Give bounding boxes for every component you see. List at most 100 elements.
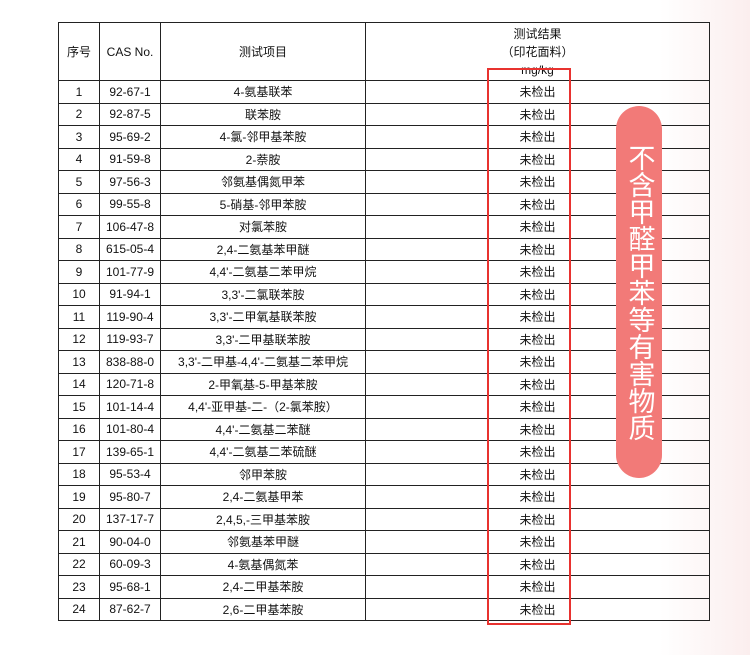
row-no: 5: [58, 170, 100, 194]
row-item: 5-硝基-邻甲苯胺: [160, 192, 366, 216]
row-cas: 838-88-0: [99, 350, 161, 374]
row-no: 10: [58, 282, 100, 306]
table-row: 14 120-71-8 2-甲氧基-5-甲基苯胺 未检出: [58, 372, 710, 396]
row-no: 2: [58, 102, 100, 126]
table-row: 15 101-14-4 4,4'-亚甲基-二-（2-氯苯胺） 未检出: [58, 395, 710, 419]
row-cas: 139-65-1: [99, 440, 161, 464]
table-row: 24 87-62-7 2,6-二甲基苯胺 未检出: [58, 597, 710, 621]
row-result: 未检出: [365, 597, 710, 621]
table-row: 12 119-93-7 3,3'-二甲基联苯胺 未检出: [58, 327, 710, 351]
row-item: 4-氨基联苯: [160, 80, 366, 104]
row-item: 4,4'-二氨基二苯醚: [160, 417, 366, 441]
row-item: 4-氨基偶氮苯: [160, 552, 366, 576]
row-item: 邻氨基偶氮甲苯: [160, 170, 366, 194]
row-no: 4: [58, 147, 100, 171]
row-item: 3,3'-二氯联苯胺: [160, 282, 366, 306]
row-item: 邻甲苯胺: [160, 462, 366, 486]
row-no: 7: [58, 215, 100, 239]
row-item: 4,4'-二氨基二苯硫醚: [160, 440, 366, 464]
row-no: 14: [58, 372, 100, 396]
row-cas: 95-68-1: [99, 575, 161, 599]
row-cas: 90-04-0: [99, 530, 161, 554]
table-row: 11 119-90-4 3,3'-二甲氧基联苯胺 未检出: [58, 305, 710, 329]
row-item: 邻氨基苯甲醚: [160, 530, 366, 554]
table-row: 3 95-69-2 4-氯-邻甲基苯胺 未检出: [58, 125, 710, 149]
row-item: 2,4-二氨基苯甲醚: [160, 237, 366, 261]
row-item: 对氯苯胺: [160, 215, 366, 239]
row-no: 1: [58, 80, 100, 104]
row-no: 13: [58, 350, 100, 374]
table-row: 9 101-77-9 4,4'-二氨基二苯甲烷 未检出: [58, 260, 710, 284]
row-cas: 95-69-2: [99, 125, 161, 149]
row-cas: 92-67-1: [99, 80, 161, 104]
table-row: 19 95-80-7 2,4-二氨基甲苯 未检出: [58, 485, 710, 509]
table-row: 13 838-88-0 3,3'-二甲基-4,4'-二氨基二苯甲烷 未检出: [58, 350, 710, 374]
row-item: 4-氯-邻甲基苯胺: [160, 125, 366, 149]
row-no: 11: [58, 305, 100, 329]
table-row: 16 101-80-4 4,4'-二氨基二苯醚 未检出: [58, 417, 710, 441]
no-harmful-substances-badge: 不含甲醛甲苯等有害物质: [616, 106, 662, 478]
row-cas: 101-14-4: [99, 395, 161, 419]
row-item: 2,6-二甲基苯胺: [160, 597, 366, 621]
row-cas: 91-59-8: [99, 147, 161, 171]
header-no: 序号: [58, 22, 100, 81]
row-cas: 99-55-8: [99, 192, 161, 216]
table-row: 4 91-59-8 2-萘胺 未检出: [58, 147, 710, 171]
row-no: 18: [58, 462, 100, 486]
row-no: 16: [58, 417, 100, 441]
row-cas: 95-80-7: [99, 485, 161, 509]
header-item: 测试项目: [160, 22, 366, 81]
row-no: 22: [58, 552, 100, 576]
row-no: 12: [58, 327, 100, 351]
badge-text: 不含甲醛甲苯等有害物质: [624, 143, 655, 441]
row-cas: 92-87-5: [99, 102, 161, 126]
row-cas: 87-62-7: [99, 597, 161, 621]
row-no: 8: [58, 237, 100, 261]
row-item: 2,4-二氨基甲苯: [160, 485, 366, 509]
row-item: 3,3'-二甲基联苯胺: [160, 327, 366, 351]
row-item: 2,4,5,-三甲基苯胺: [160, 507, 366, 531]
row-no: 19: [58, 485, 100, 509]
row-cas: 119-90-4: [99, 305, 161, 329]
header-result-title: 测试结果: [513, 26, 562, 41]
test-results-table: 序号 CAS No. 测试项目 测试结果 （印花面料） mg/kg 1 92-67-1…: [58, 22, 710, 621]
row-no: 9: [58, 260, 100, 284]
row-item: 4,4'-二氨基二苯甲烷: [160, 260, 366, 284]
row-item: 联苯胺: [160, 102, 366, 126]
row-cas: 101-80-4: [99, 417, 161, 441]
row-cas: 91-94-1: [99, 282, 161, 306]
row-cas: 119-93-7: [99, 327, 161, 351]
table-row: 1 92-67-1 4-氨基联苯 未检出: [58, 80, 710, 104]
header-cas: CAS No.: [99, 22, 161, 81]
row-item: 3,3'-二甲基-4,4'-二氨基二苯甲烷: [160, 350, 366, 374]
highlight-box: [487, 68, 571, 625]
row-no: 20: [58, 507, 100, 531]
row-item: 4,4'-亚甲基-二-（2-氯苯胺）: [160, 395, 366, 419]
table-row: 23 95-68-1 2,4-二甲基苯胺 未检出: [58, 575, 710, 599]
table-row: 21 90-04-0 邻氨基苯甲醚 未检出: [58, 530, 710, 554]
table-row: 6 99-55-8 5-硝基-邻甲苯胺 未检出: [58, 192, 710, 216]
table-row: 2 92-87-5 联苯胺 未检出: [58, 102, 710, 126]
row-cas: 137-17-7: [99, 507, 161, 531]
table-row: 18 95-53-4 邻甲苯胺 未检出: [58, 462, 710, 486]
row-no: 17: [58, 440, 100, 464]
row-no: 24: [58, 597, 100, 621]
row-cas: 106-47-8: [99, 215, 161, 239]
row-no: 6: [58, 192, 100, 216]
row-cas: 60-09-3: [99, 552, 161, 576]
header-result-sub: （印花面料）: [501, 44, 574, 59]
header-result: 测试结果 （印花面料） mg/kg: [365, 22, 710, 81]
row-no: 23: [58, 575, 100, 599]
table-row: 17 139-65-1 4,4'-二氨基二苯硫醚 未检出: [58, 440, 710, 464]
row-item: 2,4-二甲基苯胺: [160, 575, 366, 599]
row-cas: 615-05-4: [99, 237, 161, 261]
table-row: 20 137-17-7 2,4,5,-三甲基苯胺 未检出: [58, 507, 710, 531]
row-cas: 97-56-3: [99, 170, 161, 194]
table-row: 22 60-09-3 4-氨基偶氮苯 未检出: [58, 552, 710, 576]
row-item: 3,3'-二甲氧基联苯胺: [160, 305, 366, 329]
row-item: 2-萘胺: [160, 147, 366, 171]
row-no: 3: [58, 125, 100, 149]
table-row: 5 97-56-3 邻氨基偶氮甲苯 未检出: [58, 170, 710, 194]
table-row: 8 615-05-4 2,4-二氨基苯甲醚 未检出: [58, 237, 710, 261]
table-row: 7 106-47-8 对氯苯胺 未检出: [58, 215, 710, 239]
